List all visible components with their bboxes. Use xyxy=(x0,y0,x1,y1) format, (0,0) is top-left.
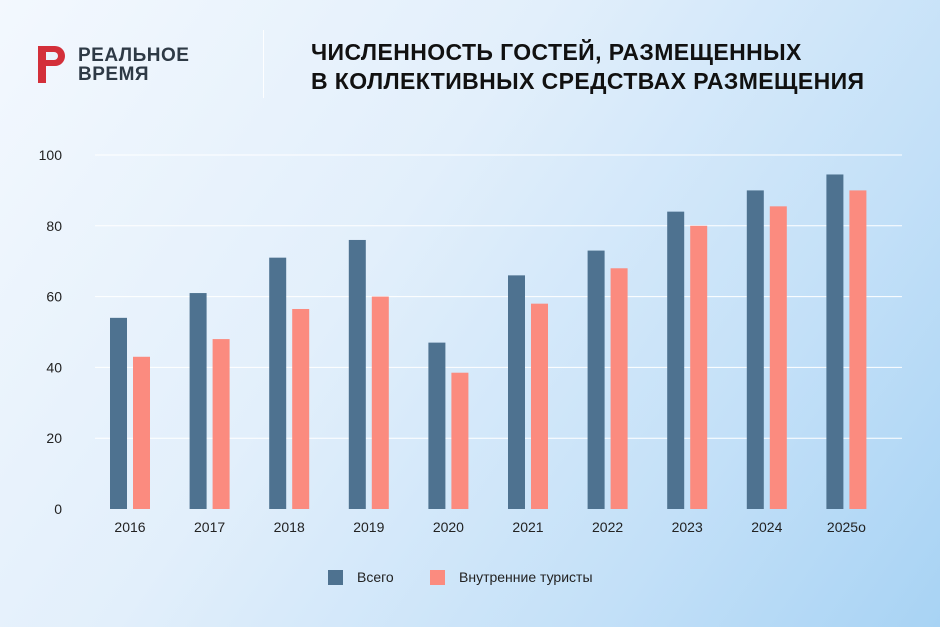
x-tick-label: 2023 xyxy=(672,519,703,535)
bar-domestic xyxy=(371,296,389,509)
x-tick-label: 2025о xyxy=(827,519,866,535)
y-axis-ticks: 0 20 40 60 80 100 xyxy=(39,147,63,517)
x-tick-label: 2022 xyxy=(592,519,623,535)
chart-title: ЧИСЛЕННОСТЬ ГОСТЕЙ, РАЗМЕЩЕННЫХ В КОЛЛЕК… xyxy=(311,38,865,96)
bar-domestic xyxy=(769,206,787,509)
bar-domestic xyxy=(849,190,867,509)
bar-domestic xyxy=(531,303,548,509)
x-tick-label: 2024 xyxy=(751,519,782,535)
legend-swatch-domestic xyxy=(430,569,445,585)
x-tick-label: 2021 xyxy=(512,519,543,535)
x-tick-label: 2020 xyxy=(433,519,464,535)
y-tick-label: 20 xyxy=(46,430,62,446)
legend-label-total: Всего xyxy=(357,569,394,585)
header-divider xyxy=(263,30,264,98)
bar-total xyxy=(667,211,685,509)
x-tick-label: 2016 xyxy=(114,519,145,535)
bar-domestic xyxy=(292,308,310,509)
brand-name-line1: РЕАЛЬНОЕ xyxy=(78,45,190,66)
brand-name-line2: ВРЕМЯ xyxy=(78,64,150,85)
brand-mark-icon xyxy=(38,46,65,83)
brand-name: РЕАЛЬНОЕ ВРЕМЯ xyxy=(78,46,189,84)
chart-title-line1: ЧИСЛЕННОСТЬ ГОСТЕЙ, РАЗМЕЩЕННЫХ xyxy=(311,39,802,65)
legend-item-domestic: Внутренние туристы xyxy=(430,569,593,585)
bar-total xyxy=(428,342,446,509)
bar-domestic xyxy=(451,372,469,509)
bar-total xyxy=(508,275,525,509)
bars xyxy=(110,174,867,510)
bar-total xyxy=(348,239,366,509)
bar-total xyxy=(587,250,605,509)
y-tick-label: 60 xyxy=(46,289,62,305)
bar-total xyxy=(826,174,844,509)
y-tick-label: 80 xyxy=(46,218,62,234)
bar-total xyxy=(269,257,287,509)
bar-domestic xyxy=(133,356,150,509)
bar-domestic xyxy=(610,268,628,509)
brand-logo: РЕАЛЬНОЕ ВРЕМЯ xyxy=(38,46,218,86)
legend-swatch-total xyxy=(328,569,343,585)
bar-total xyxy=(189,293,207,509)
bar-total xyxy=(110,317,127,509)
bar-total xyxy=(746,190,764,509)
y-tick-label: 40 xyxy=(46,359,62,375)
y-tick-label: 100 xyxy=(39,147,63,163)
legend-label-domestic: Внутренние туристы xyxy=(459,569,593,585)
bar-domestic xyxy=(690,225,708,510)
chart-title-line2: В КОЛЛЕКТИВНЫХ СРЕДСТВАХ РАЗМЕЩЕНИЯ xyxy=(311,68,865,94)
x-tick-label: 2019 xyxy=(353,519,384,535)
x-tick-label: 2017 xyxy=(194,519,225,535)
x-axis-ticks: 2016 2017 2018 2019 2020 2021 2022 2023 2024 2025… xyxy=(114,519,866,535)
legend-item-total: Всего xyxy=(328,569,394,585)
bar-domestic xyxy=(212,339,230,509)
x-tick-label: 2018 xyxy=(274,519,305,535)
y-tick-label: 0 xyxy=(54,501,62,517)
